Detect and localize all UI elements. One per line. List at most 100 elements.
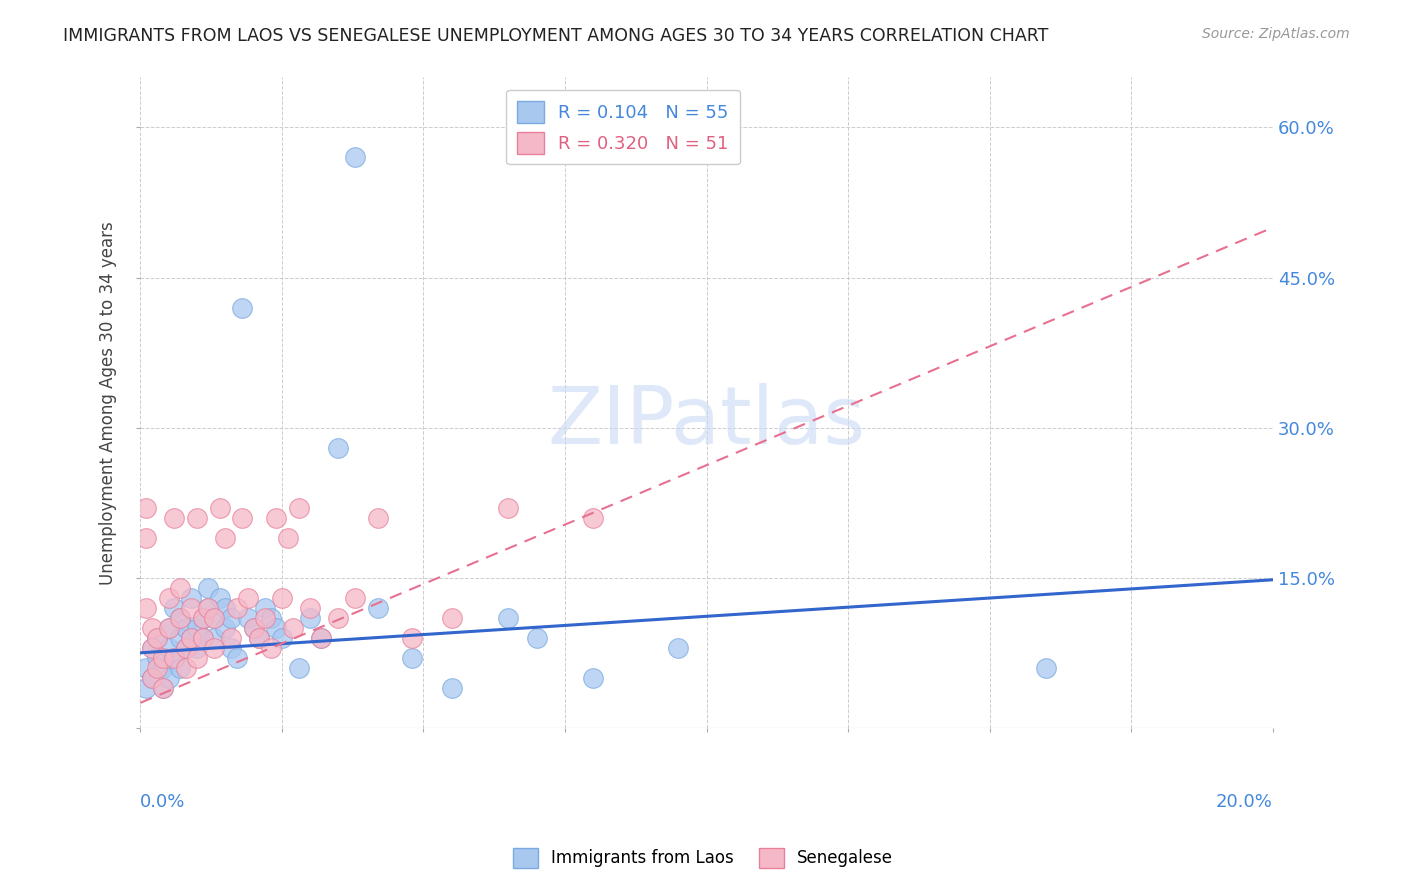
Point — [1035, 661, 1057, 675]
Point — [208, 591, 231, 605]
Point — [146, 631, 169, 645]
Point — [242, 621, 264, 635]
Point — [582, 671, 605, 685]
Point — [163, 600, 186, 615]
Point — [225, 600, 247, 615]
Point — [526, 631, 548, 645]
Point — [253, 600, 276, 615]
Point — [288, 500, 311, 515]
Point — [242, 621, 264, 635]
Legend: Immigrants from Laos, Senegalese: Immigrants from Laos, Senegalese — [506, 841, 900, 875]
Point — [146, 650, 169, 665]
Point — [270, 591, 292, 605]
Point — [197, 600, 219, 615]
Point — [344, 591, 367, 605]
Point — [135, 531, 157, 545]
Point — [202, 611, 225, 625]
Point — [247, 631, 270, 645]
Point — [197, 600, 219, 615]
Point — [367, 510, 389, 524]
Point — [141, 640, 163, 655]
Point — [157, 591, 180, 605]
Point — [197, 581, 219, 595]
Point — [141, 640, 163, 655]
Point — [146, 631, 169, 645]
Point — [264, 510, 287, 524]
Point — [163, 650, 186, 665]
Point — [157, 621, 180, 635]
Point — [157, 640, 180, 655]
Point — [152, 650, 174, 665]
Point — [247, 631, 270, 645]
Point — [163, 650, 186, 665]
Point — [174, 621, 197, 635]
Point — [152, 661, 174, 675]
Point — [202, 631, 225, 645]
Text: IMMIGRANTS FROM LAOS VS SENEGALESE UNEMPLOYMENT AMONG AGES 30 TO 34 YEARS CORREL: IMMIGRANTS FROM LAOS VS SENEGALESE UNEMP… — [63, 27, 1049, 45]
Point — [135, 500, 157, 515]
Point — [146, 661, 169, 675]
Point — [225, 650, 247, 665]
Legend: R = 0.104   N = 55, R = 0.320   N = 51: R = 0.104 N = 55, R = 0.320 N = 51 — [506, 90, 740, 164]
Point — [174, 661, 197, 675]
Point — [214, 621, 236, 635]
Point — [186, 640, 208, 655]
Text: 0.0%: 0.0% — [141, 793, 186, 811]
Point — [152, 681, 174, 695]
Point — [299, 611, 322, 625]
Point — [169, 581, 191, 595]
Point — [259, 611, 281, 625]
Point — [169, 611, 191, 625]
Point — [191, 631, 214, 645]
Point — [259, 640, 281, 655]
Point — [214, 600, 236, 615]
Point — [135, 600, 157, 615]
Point — [163, 510, 186, 524]
Point — [157, 621, 180, 635]
Point — [328, 611, 350, 625]
Point — [264, 621, 287, 635]
Point — [180, 591, 202, 605]
Point — [191, 631, 214, 645]
Point — [219, 640, 242, 655]
Point — [367, 600, 389, 615]
Point — [186, 650, 208, 665]
Point — [186, 510, 208, 524]
Point — [219, 631, 242, 645]
Point — [283, 621, 305, 635]
Point — [498, 611, 520, 625]
Point — [202, 611, 225, 625]
Point — [180, 631, 202, 645]
Point — [208, 500, 231, 515]
Y-axis label: Unemployment Among Ages 30 to 34 years: Unemployment Among Ages 30 to 34 years — [100, 221, 117, 584]
Point — [135, 681, 157, 695]
Point — [174, 640, 197, 655]
Point — [180, 600, 202, 615]
Point — [401, 650, 423, 665]
Point — [191, 611, 214, 625]
Point — [174, 640, 197, 655]
Point — [276, 531, 298, 545]
Point — [401, 631, 423, 645]
Point — [214, 531, 236, 545]
Point — [135, 661, 157, 675]
Point — [191, 611, 214, 625]
Point — [253, 611, 276, 625]
Point — [344, 151, 367, 165]
Point — [186, 621, 208, 635]
Text: 20.0%: 20.0% — [1216, 793, 1272, 811]
Point — [288, 661, 311, 675]
Point — [157, 671, 180, 685]
Point — [180, 631, 202, 645]
Point — [219, 611, 242, 625]
Point — [328, 441, 350, 455]
Point — [666, 640, 689, 655]
Point — [169, 661, 191, 675]
Point — [236, 591, 259, 605]
Point — [141, 671, 163, 685]
Point — [299, 600, 322, 615]
Point — [440, 681, 463, 695]
Point — [498, 500, 520, 515]
Text: Source: ZipAtlas.com: Source: ZipAtlas.com — [1202, 27, 1350, 41]
Point — [231, 510, 253, 524]
